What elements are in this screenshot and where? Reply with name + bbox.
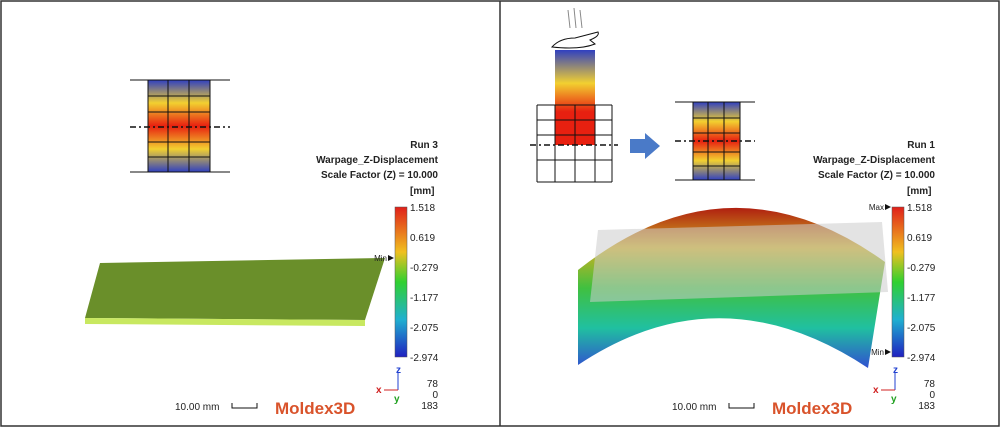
axis-label: y <box>891 394 897 405</box>
axis-label: z <box>396 365 401 376</box>
logo: Moldex3D <box>772 399 852 418</box>
scale-bar-label: 10.00 mm <box>672 402 716 413</box>
scale-bar <box>231 403 258 409</box>
process-diagram <box>530 7 755 183</box>
result-panel: Run 3 Warpage_Z-Displacement Scale Factor … <box>175 140 439 418</box>
scale-bar <box>728 403 755 409</box>
legend-marker: Min <box>374 254 387 263</box>
cross-section-diagram <box>130 79 230 173</box>
result-name: Warpage_Z-Displacement <box>813 155 936 166</box>
flat-part <box>85 258 385 326</box>
axis-label: x <box>873 385 879 396</box>
color-bar <box>394 206 408 358</box>
view-angle: 183 <box>918 401 935 412</box>
run-title: Run 1 <box>907 140 935 151</box>
legend-tick: -1.177 <box>410 293 439 304</box>
marker-arrow <box>885 349 891 355</box>
legend-tick: -2.075 <box>410 323 439 334</box>
logo: Moldex3D <box>275 399 355 418</box>
view-angle: 183 <box>421 401 438 412</box>
scale-factor: Scale Factor (Z) = 10.000 <box>818 170 935 181</box>
scale-factor: Scale Factor (Z) = 10.000 <box>321 170 438 181</box>
marker-arrow <box>885 204 891 210</box>
legend-tick: -2.075 <box>907 323 936 334</box>
legend-tick: -1.177 <box>907 293 936 304</box>
legend-marker: Max <box>869 203 884 212</box>
legend-tick: -2.974 <box>907 353 936 364</box>
unit: [mm] <box>410 186 434 197</box>
legend-tick: -0.279 <box>907 263 936 274</box>
scale-bar-label: 10.00 mm <box>175 402 219 413</box>
axis-label: z <box>893 365 898 376</box>
legend-tick: 1.518 <box>410 203 435 214</box>
view-angle: 78 <box>427 379 439 390</box>
legend-tick: 1.518 <box>907 203 932 214</box>
unit: [mm] <box>907 186 931 197</box>
legend-tick: 0.619 <box>410 233 435 244</box>
warped-part <box>578 207 888 368</box>
view-angle: 0 <box>432 390 438 401</box>
run-title: Run 3 <box>410 140 438 151</box>
result-name: Warpage_Z-Displacement <box>316 155 439 166</box>
axis-label: y <box>394 394 400 405</box>
legend-marker: Min <box>871 348 884 357</box>
legend-tick: 0.619 <box>907 233 932 244</box>
result-panel: Run 1 Warpage_Z-Displacement Scale Factor … <box>672 140 936 418</box>
legend-tick: -2.974 <box>410 353 439 364</box>
legend-tick: -0.279 <box>410 263 439 274</box>
view-angle: 0 <box>929 390 935 401</box>
marker-arrow <box>388 255 394 261</box>
view-angle: 78 <box>924 379 936 390</box>
color-bar <box>891 206 905 358</box>
axis-label: x <box>376 385 382 396</box>
